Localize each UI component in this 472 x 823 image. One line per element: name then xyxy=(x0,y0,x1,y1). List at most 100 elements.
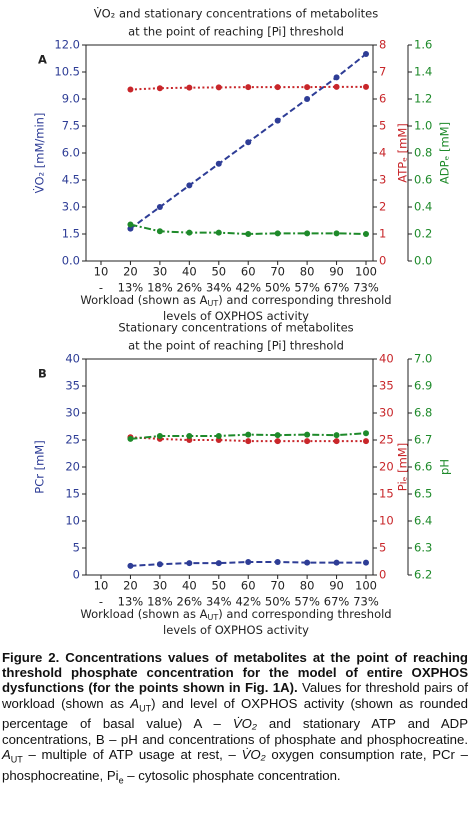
y3-tick-label: 0.8 xyxy=(414,146,432,160)
y2-tick-label: 10 xyxy=(379,514,394,528)
y2-tick-label: 40 xyxy=(379,352,394,366)
x-tick-sublabel: 67% xyxy=(324,281,350,295)
y2-tick-label: 5 xyxy=(379,119,386,133)
data-point xyxy=(186,84,193,91)
y-tick-label: 5 xyxy=(73,541,80,555)
caption-title: Figure 2. Concentrations values of metab… xyxy=(2,650,468,696)
y3-tick-label: 1.4 xyxy=(414,65,432,79)
y-tick-label: 20 xyxy=(65,460,80,474)
caption-run: – cytosolic phosphate concentration. xyxy=(123,767,341,783)
data-point xyxy=(333,438,340,445)
data-point xyxy=(215,229,222,236)
caption: Figure 2. Concentrations values of metab… xyxy=(2,650,468,789)
x-tick-label: 80 xyxy=(300,579,315,593)
x-tick-label: 100 xyxy=(355,265,377,279)
x-tick-label: 60 xyxy=(241,579,256,593)
data-point xyxy=(363,83,369,90)
x-tick-sublabel: 13% xyxy=(118,281,144,295)
x-tick-sublabel: - xyxy=(99,595,103,609)
data-point xyxy=(274,84,281,91)
label-run: Workload (shown as A xyxy=(80,607,207,621)
y3-tick-label: 1.6 xyxy=(414,38,432,52)
y2-tick-label: 8 xyxy=(379,38,386,52)
x-tick-sublabel: 57% xyxy=(294,595,320,609)
x-tick-sublabel: 34% xyxy=(206,281,232,295)
y2-tick-label: 1 xyxy=(379,227,386,241)
x-tick-sublabel: 13% xyxy=(118,595,144,609)
data-point xyxy=(186,229,193,236)
data-point xyxy=(274,230,281,237)
caption-run: ) and level of OXPHOS activity (shown as… xyxy=(2,695,468,732)
x-axis-label: levels of OXPHOS activity xyxy=(163,309,309,323)
data-point xyxy=(274,559,281,566)
data-point xyxy=(363,430,369,437)
y2-axis-label: Piₑ [mM] xyxy=(396,443,410,491)
y2-tick-label: 0 xyxy=(379,254,386,268)
x-tick-sublabel: 42% xyxy=(235,281,261,295)
chart-title: V̇O₂ and stationary concentrations of me… xyxy=(94,6,378,20)
caption-run: and stationary ATP and ADP concentration… xyxy=(2,716,469,747)
data-point xyxy=(215,84,222,91)
y3-tick-label: 6.9 xyxy=(414,379,432,393)
x-tick-sublabel: 26% xyxy=(177,595,203,609)
caption-run: A xyxy=(2,746,11,762)
x-tick-label: 10 xyxy=(94,579,109,593)
data-point xyxy=(156,204,163,210)
x-tick-label: 20 xyxy=(123,579,138,593)
x-tick-label: 30 xyxy=(153,579,168,593)
y2-tick-label: 2 xyxy=(379,200,386,214)
data-point xyxy=(245,438,252,445)
x-tick-label: 70 xyxy=(270,265,285,279)
y2-tick-label: 25 xyxy=(379,433,394,447)
data-point xyxy=(304,230,311,237)
plot-frame xyxy=(85,358,374,576)
y3-tick-label: 0.0 xyxy=(414,254,432,268)
data-point xyxy=(333,230,340,237)
data-point xyxy=(215,560,222,567)
caption-run: A xyxy=(130,695,140,711)
label-run: levels of OXPHOS activity xyxy=(163,309,309,323)
x-tick-label: 50 xyxy=(211,579,226,593)
data-point xyxy=(363,231,369,237)
y2-tick-label: 4 xyxy=(379,146,386,160)
label-run: UT xyxy=(207,299,218,308)
data-point xyxy=(215,160,222,167)
y3-axis-label: pH xyxy=(438,459,452,475)
chart-title: at the point of reaching [Pi] threshold xyxy=(128,25,344,39)
y3-tick-label: 1.0 xyxy=(414,119,432,133)
y-tick-label: 7.5 xyxy=(62,119,80,133)
x-tick-sublabel: 42% xyxy=(235,595,261,609)
x-tick-sublabel: 50% xyxy=(265,595,291,609)
y3-axis-label: ADPₑ [mM] xyxy=(438,122,452,184)
data-point xyxy=(304,559,311,566)
data-point xyxy=(245,431,252,438)
data-point xyxy=(274,432,281,439)
x-tick-label: 20 xyxy=(123,265,138,279)
data-point xyxy=(304,431,311,438)
data-point xyxy=(127,435,134,442)
data-point xyxy=(215,432,222,439)
data-point xyxy=(363,438,369,445)
x-tick-label: 90 xyxy=(329,265,344,279)
y2-tick-label: 5 xyxy=(379,541,386,555)
panel-letter: B xyxy=(38,367,47,381)
data-point xyxy=(363,51,369,57)
caption-run: – multiple of ATP usage at rest, – xyxy=(22,746,242,762)
y2-tick-label: 35 xyxy=(379,379,394,393)
caption-run: Values for threshold pairs of workload (… xyxy=(2,680,468,711)
caption-run: e xyxy=(118,775,124,786)
x-tick-sublabel: 34% xyxy=(206,595,232,609)
y-tick-label: 40 xyxy=(65,352,80,366)
label-run: ) and corresponding threshold xyxy=(218,607,391,621)
label-run: Workload (shown as A xyxy=(80,293,207,307)
x-tick-label: 50 xyxy=(211,265,226,279)
x-tick-label: 80 xyxy=(300,265,315,279)
data-point xyxy=(186,560,193,567)
x-tick-label: 60 xyxy=(241,265,256,279)
x-tick-label: 100 xyxy=(355,579,377,593)
y3-tick-label: 6.8 xyxy=(414,406,432,420)
x-tick-label: 70 xyxy=(270,579,285,593)
y3-tick-label: 6.7 xyxy=(414,433,432,447)
y3-tick-label: 0.6 xyxy=(414,173,432,187)
